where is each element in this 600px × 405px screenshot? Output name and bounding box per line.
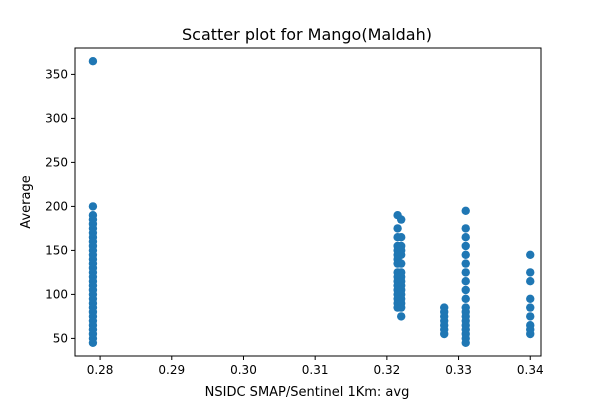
data-point <box>526 250 535 259</box>
data-point <box>397 250 406 259</box>
data-point <box>461 338 470 347</box>
y-tick-label: 100 <box>45 287 68 301</box>
x-axis-ticks: 0.28 0.29 0.30 0.31 0.32 0.33 0.34 <box>87 356 544 377</box>
data-point <box>461 224 470 233</box>
x-tick-label: 0.32 <box>374 363 401 377</box>
x-tick-label: 0.30 <box>230 363 257 377</box>
data-point <box>88 57 98 66</box>
data-point <box>461 259 470 268</box>
data-point <box>526 268 535 277</box>
data-point <box>526 303 535 312</box>
y-axis-ticks: 50 100 150 200 250 300 350 <box>45 67 75 345</box>
data-point <box>526 329 535 339</box>
x-tick-label: 0.29 <box>158 363 185 377</box>
data-point <box>461 294 470 303</box>
data-point <box>88 338 98 347</box>
x-tick-label: 0.34 <box>517 363 544 377</box>
data-point <box>461 233 470 242</box>
x-axis-label: NSIDC SMAP/Sentinel 1Km: avg <box>205 385 410 400</box>
data-point <box>526 277 535 286</box>
data-point <box>440 329 449 339</box>
y-tick-label: 50 <box>53 331 68 345</box>
data-point <box>461 250 470 259</box>
data-point <box>397 312 406 321</box>
data-point <box>526 312 535 321</box>
y-tick-label: 150 <box>45 243 68 257</box>
data-point <box>526 294 535 303</box>
plot-area-frame <box>74 47 542 357</box>
data-point <box>461 206 470 215</box>
points-layer <box>88 57 535 347</box>
x-tick-label: 0.31 <box>302 363 329 377</box>
data-point <box>397 215 406 224</box>
y-tick-label: 250 <box>45 155 68 169</box>
y-tick-label: 200 <box>45 199 68 213</box>
chart-title: Scatter plot for Mango(Maldah) <box>182 25 432 44</box>
data-point <box>461 285 470 295</box>
y-tick-label: 300 <box>45 111 68 125</box>
data-point <box>461 277 470 286</box>
data-point <box>397 303 406 312</box>
data-point <box>397 233 406 242</box>
x-tick-label: 0.33 <box>445 363 472 377</box>
y-axis-label: Average <box>19 175 34 228</box>
data-point <box>88 202 98 211</box>
y-tick-label: 350 <box>45 67 68 81</box>
data-point <box>461 241 470 251</box>
data-point <box>397 259 406 268</box>
x-tick-label: 0.28 <box>87 363 114 377</box>
data-point <box>461 268 470 277</box>
data-point <box>393 224 402 233</box>
